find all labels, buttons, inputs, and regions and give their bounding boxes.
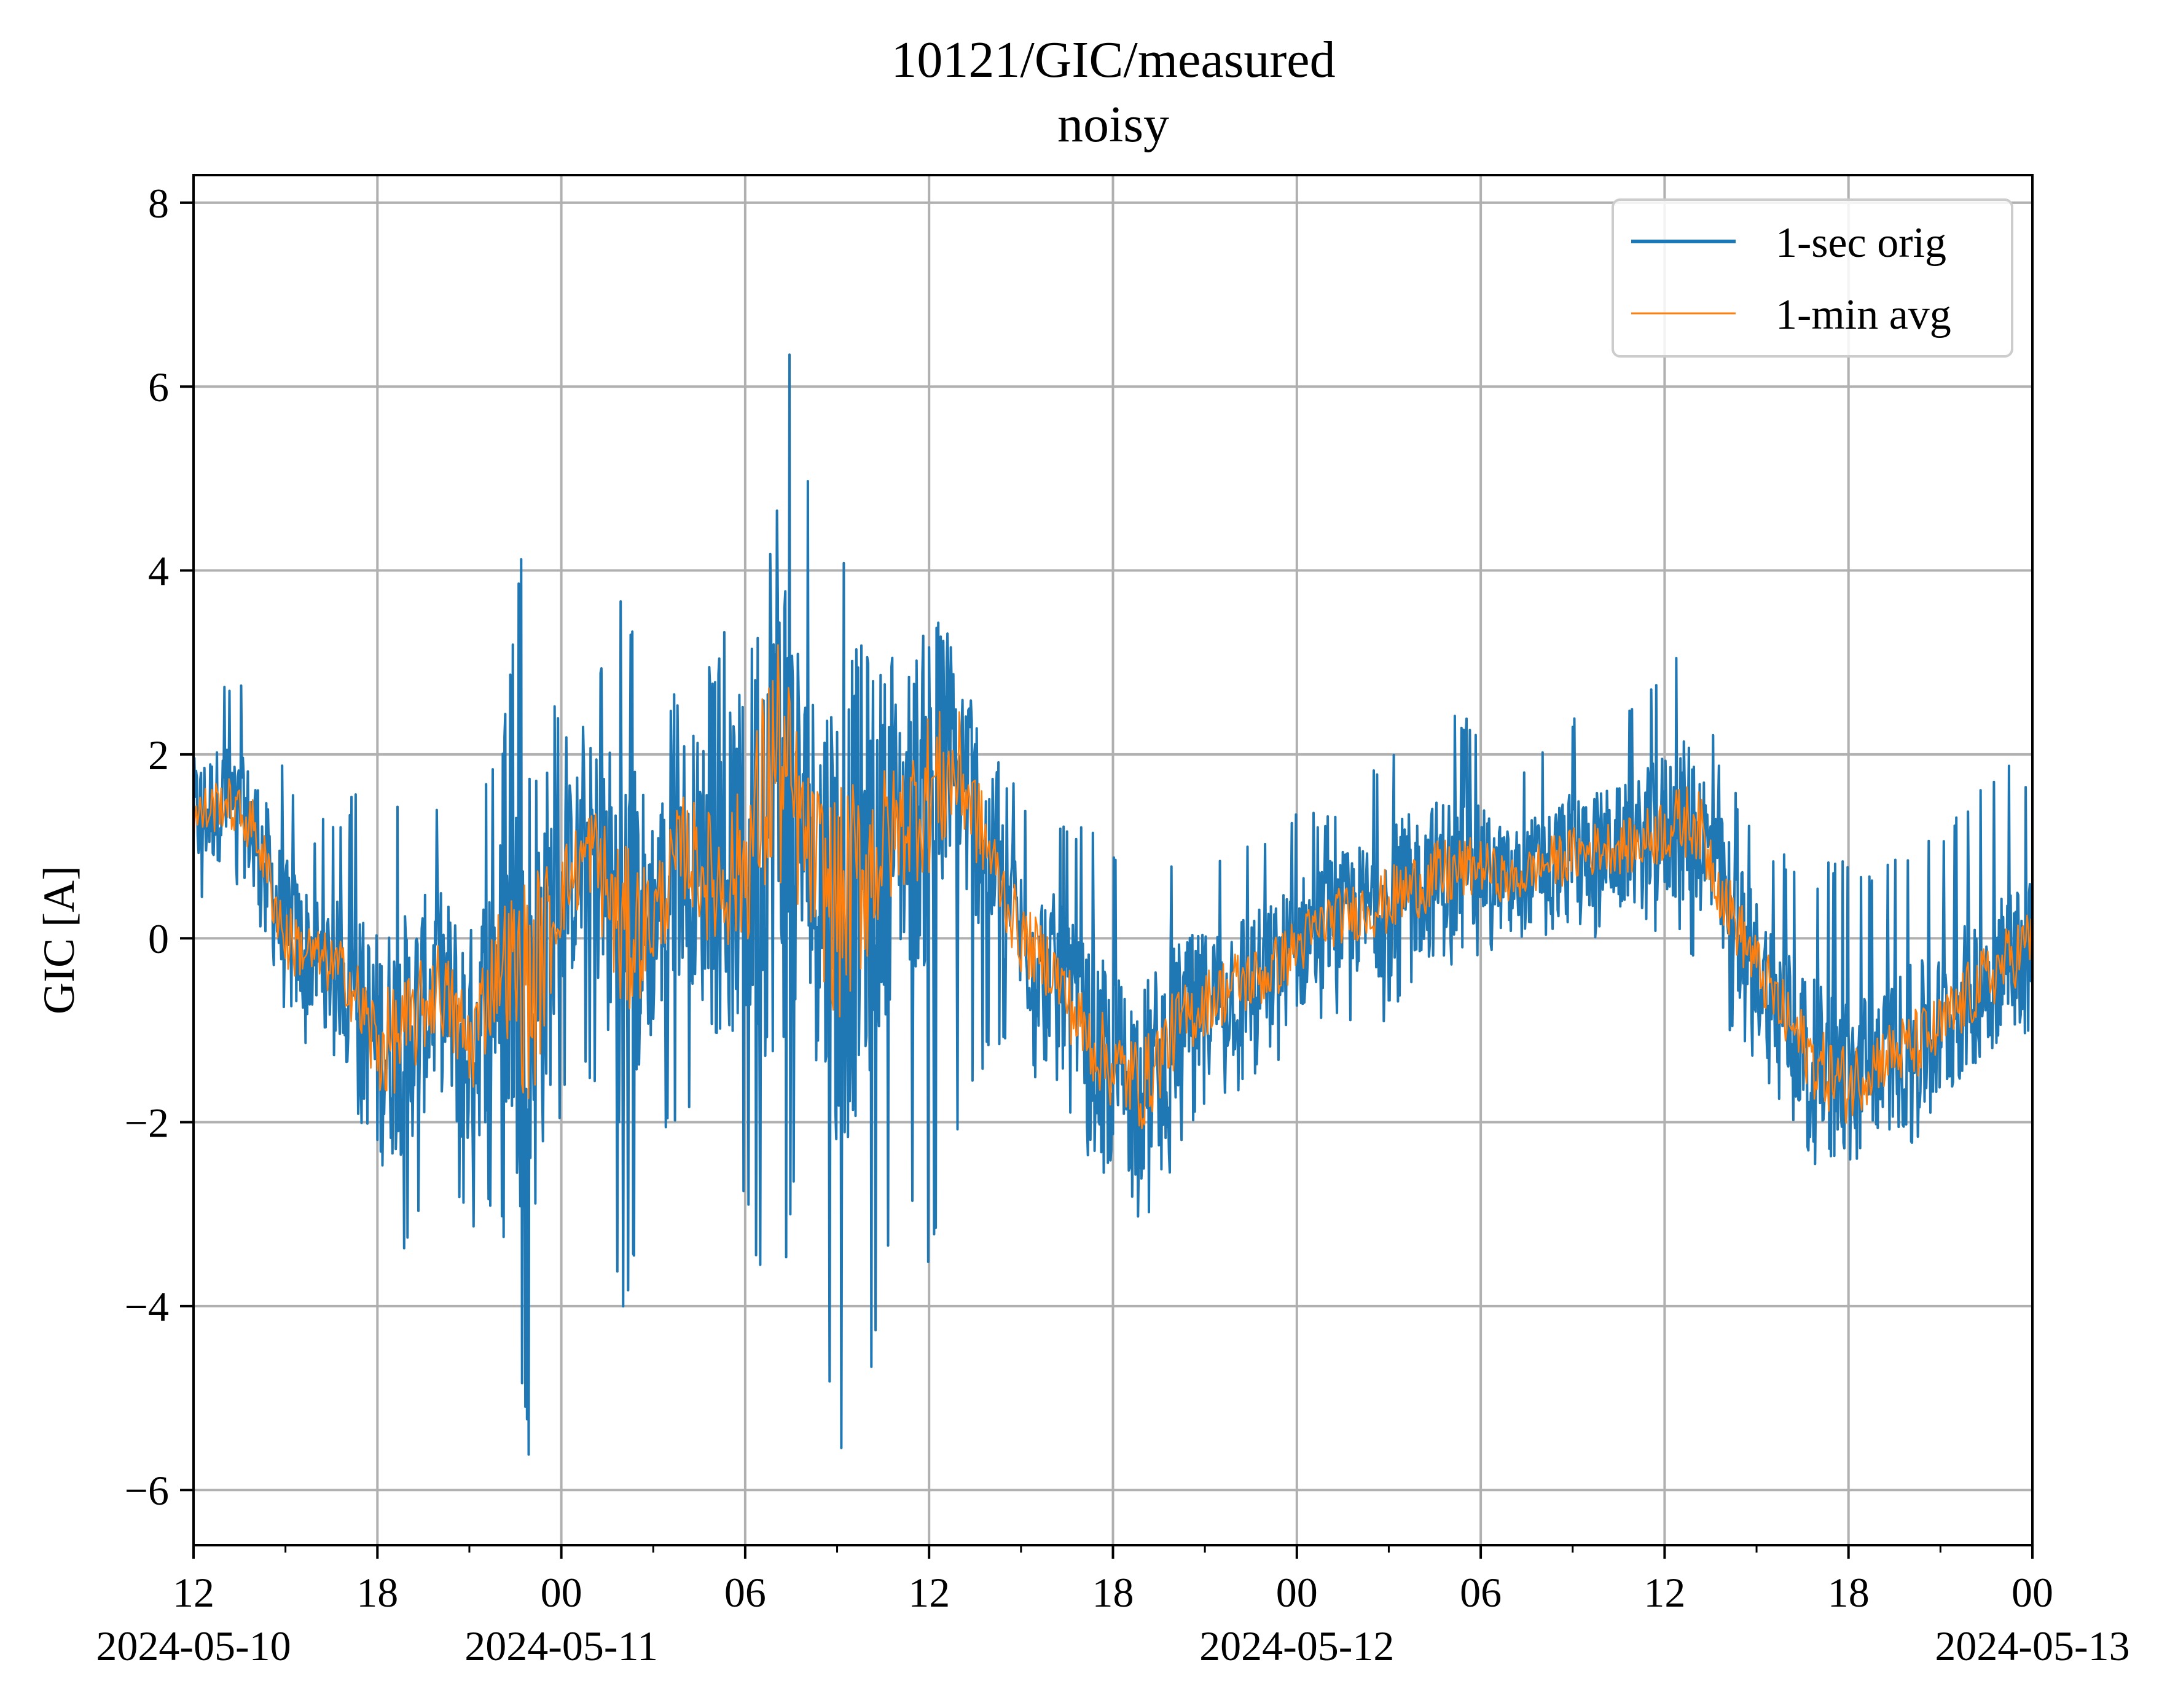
x-date-label: 2024-05-12: [1199, 1623, 1394, 1669]
x-tick-label: 06: [724, 1569, 766, 1616]
x-tick-label: 00: [2012, 1569, 2053, 1616]
y-tick-label: 0: [148, 915, 169, 962]
y-tick-label: 8: [148, 180, 169, 227]
y-tick-label: 4: [148, 548, 169, 595]
y-tick-label: 2: [148, 732, 169, 778]
legend-label-1-min-avg: 1-min avg: [1776, 291, 1951, 339]
x-tick-label: 12: [1643, 1569, 1685, 1616]
chart-title: 10121/GIC/measured: [891, 31, 1335, 88]
x-tick-label: 12: [908, 1569, 950, 1616]
y-tick-label: −4: [125, 1283, 169, 1330]
x-tick-label: 00: [541, 1569, 582, 1616]
x-date-label: 2024-05-11: [464, 1623, 658, 1669]
chart-subtitle: noisy: [1057, 96, 1169, 153]
x-tick-label: 12: [173, 1569, 214, 1616]
axes: [180, 174, 2034, 1559]
y-tick-label: 6: [148, 364, 169, 410]
y-tick-label: −2: [125, 1100, 169, 1146]
legend: 1-sec orig 1-min avg: [1612, 198, 2013, 358]
y-axis-label: GIC [A]: [34, 866, 84, 1014]
x-date-label: 2024-05-10: [96, 1623, 291, 1669]
series-layer: [192, 353, 2034, 1456]
legend-label-1-sec-orig: 1-sec orig: [1776, 219, 1946, 267]
x-tick-label: 18: [1828, 1569, 1870, 1616]
x-tick-label: 00: [1276, 1569, 1318, 1616]
x-tick-label: 18: [1092, 1569, 1134, 1616]
x-date-label: 2024-05-13: [1935, 1623, 2129, 1669]
x-tick-label: 18: [356, 1569, 398, 1616]
legend-frame: [1612, 198, 2013, 358]
series-line-1-min-avg: [192, 644, 2034, 1130]
y-tick-label: −6: [125, 1467, 169, 1514]
x-tick-label: 06: [1460, 1569, 1502, 1616]
